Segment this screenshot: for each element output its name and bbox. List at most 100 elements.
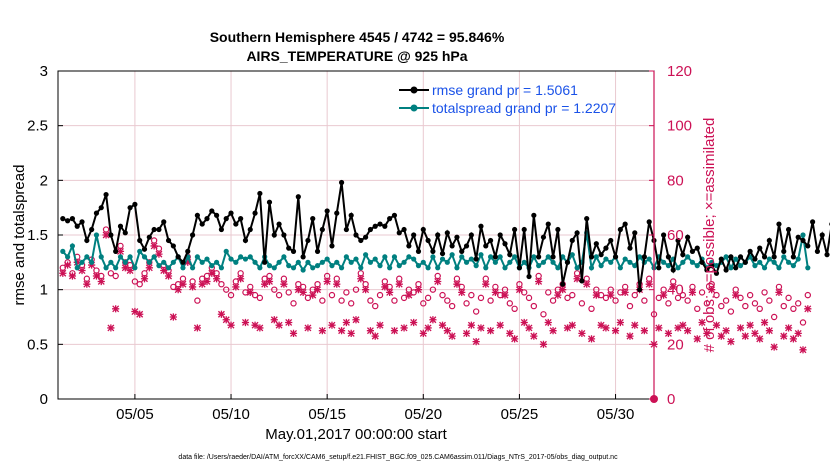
obs-assimilated-point (592, 291, 600, 299)
totalspread-point (569, 252, 575, 258)
totalspread-point (108, 259, 114, 265)
obs-possible-point (343, 289, 350, 296)
obs-possible-point (280, 275, 288, 282)
grid-lines (58, 71, 654, 399)
obs-assimilated-point (419, 329, 427, 337)
obs-assimilated-point (780, 332, 788, 340)
obs-assimilated-point (155, 250, 163, 258)
rmse-point (161, 219, 167, 225)
obs-possible-point (578, 300, 586, 307)
right-tick-label: 80 (667, 172, 684, 189)
right-tick-label: 40 (667, 282, 684, 299)
obs-possible-point (732, 286, 739, 293)
rmse-point (180, 259, 186, 265)
rmse-point (531, 212, 537, 218)
obs-possible-point (223, 286, 230, 293)
rmse-point (704, 267, 710, 273)
obs-assimilated-point (453, 280, 461, 288)
obs-possible-point (573, 270, 581, 277)
right-tick-label: 120 (667, 63, 692, 80)
obs-possible-point (357, 270, 365, 277)
obs-assimilated-point (679, 321, 687, 329)
rmse-point (79, 219, 85, 225)
obs-assimilated-point (669, 283, 677, 291)
left-tick-label: 1.5 (27, 227, 48, 244)
obs-assimilated-point (684, 327, 692, 335)
x-axis-ticks: 05/05 05/10 05/15 05/20 05/25 05/30 (116, 394, 634, 423)
obs-assimilated-point (467, 321, 475, 329)
rmse-point (127, 205, 133, 211)
obs-possible-point (150, 237, 158, 244)
obs-assimilated-point (693, 335, 701, 343)
obs-assimilated-point (275, 321, 283, 329)
totalspread-point (723, 254, 729, 260)
totalspread-point (141, 254, 148, 260)
rmse-point (718, 256, 724, 262)
obs-assimilated-point (631, 321, 639, 329)
rmse-point (795, 234, 801, 240)
legend-rmse-marker (410, 86, 418, 94)
rmse-point (819, 232, 825, 238)
obs-possible-point (727, 308, 735, 315)
totalspread-point (180, 265, 186, 271)
rmse-point (281, 232, 287, 238)
rmse-point (689, 248, 696, 254)
rmse-point (632, 230, 638, 236)
obs-assimilated-point (544, 318, 552, 327)
obs-assimilated-point (568, 321, 576, 329)
rmse-point (665, 254, 672, 260)
rmse-point (156, 226, 162, 233)
obs-assimilated-point (448, 332, 456, 340)
obs-assimilated-point (342, 318, 350, 327)
rmse-point (122, 230, 128, 236)
obs-assimilated-point (511, 335, 519, 343)
rmse-point (617, 226, 623, 233)
rmse-point (800, 237, 806, 244)
obs-assimilated-point (559, 286, 567, 294)
rmse-point (564, 259, 571, 265)
obs-assimilated-point (597, 321, 605, 329)
obs-possible-point (785, 294, 792, 302)
obs-assimilated-point (602, 324, 610, 332)
obs-assimilated-point (640, 327, 648, 335)
totalspread-point (473, 263, 479, 269)
obs-possible-point (742, 302, 749, 310)
rmse-point (463, 243, 470, 249)
totalspread-point (646, 256, 652, 262)
left-tick-label: 0 (40, 391, 48, 408)
rmse-point (372, 223, 378, 229)
rmse-point (137, 237, 143, 244)
totalspread-point (132, 265, 138, 271)
obs-assimilated-point (424, 324, 432, 332)
obs-possible-point (545, 289, 552, 296)
x-tick-label: 05/30 (597, 406, 635, 423)
obs-possible-point (391, 297, 398, 304)
totalspread-point (425, 265, 431, 271)
obs-possible-point (679, 291, 687, 299)
obs-assimilated-point (583, 280, 591, 288)
totalspread-point (776, 265, 782, 271)
totalspread-point (98, 254, 104, 260)
obs-assimilated-point (573, 275, 581, 283)
totalspread-point (218, 265, 225, 271)
obs-assimilated-point (626, 332, 634, 340)
rmse-point (521, 226, 527, 233)
rmse-point (377, 221, 383, 227)
rmse-point (507, 252, 513, 258)
legend-spread-marker (410, 104, 418, 112)
totalspread-point (430, 254, 436, 260)
obs-possible-point (275, 291, 283, 299)
obs-assimilated-point (525, 324, 533, 332)
rmse-point (132, 201, 138, 207)
rmse-point (391, 212, 398, 218)
totalspread-point (665, 263, 672, 269)
obs-assimilated-point (160, 266, 168, 275)
rmse-point (329, 243, 335, 249)
obs-possible-point (136, 281, 143, 288)
rmse-point (170, 243, 176, 249)
obs-possible-point (131, 278, 139, 285)
obs-possible-point (376, 291, 384, 299)
rmse-point (367, 226, 374, 233)
totalspread-point (194, 254, 200, 260)
chart-title-line2: AIRS_TEMPERATURE @ 925 hPa (246, 48, 467, 64)
